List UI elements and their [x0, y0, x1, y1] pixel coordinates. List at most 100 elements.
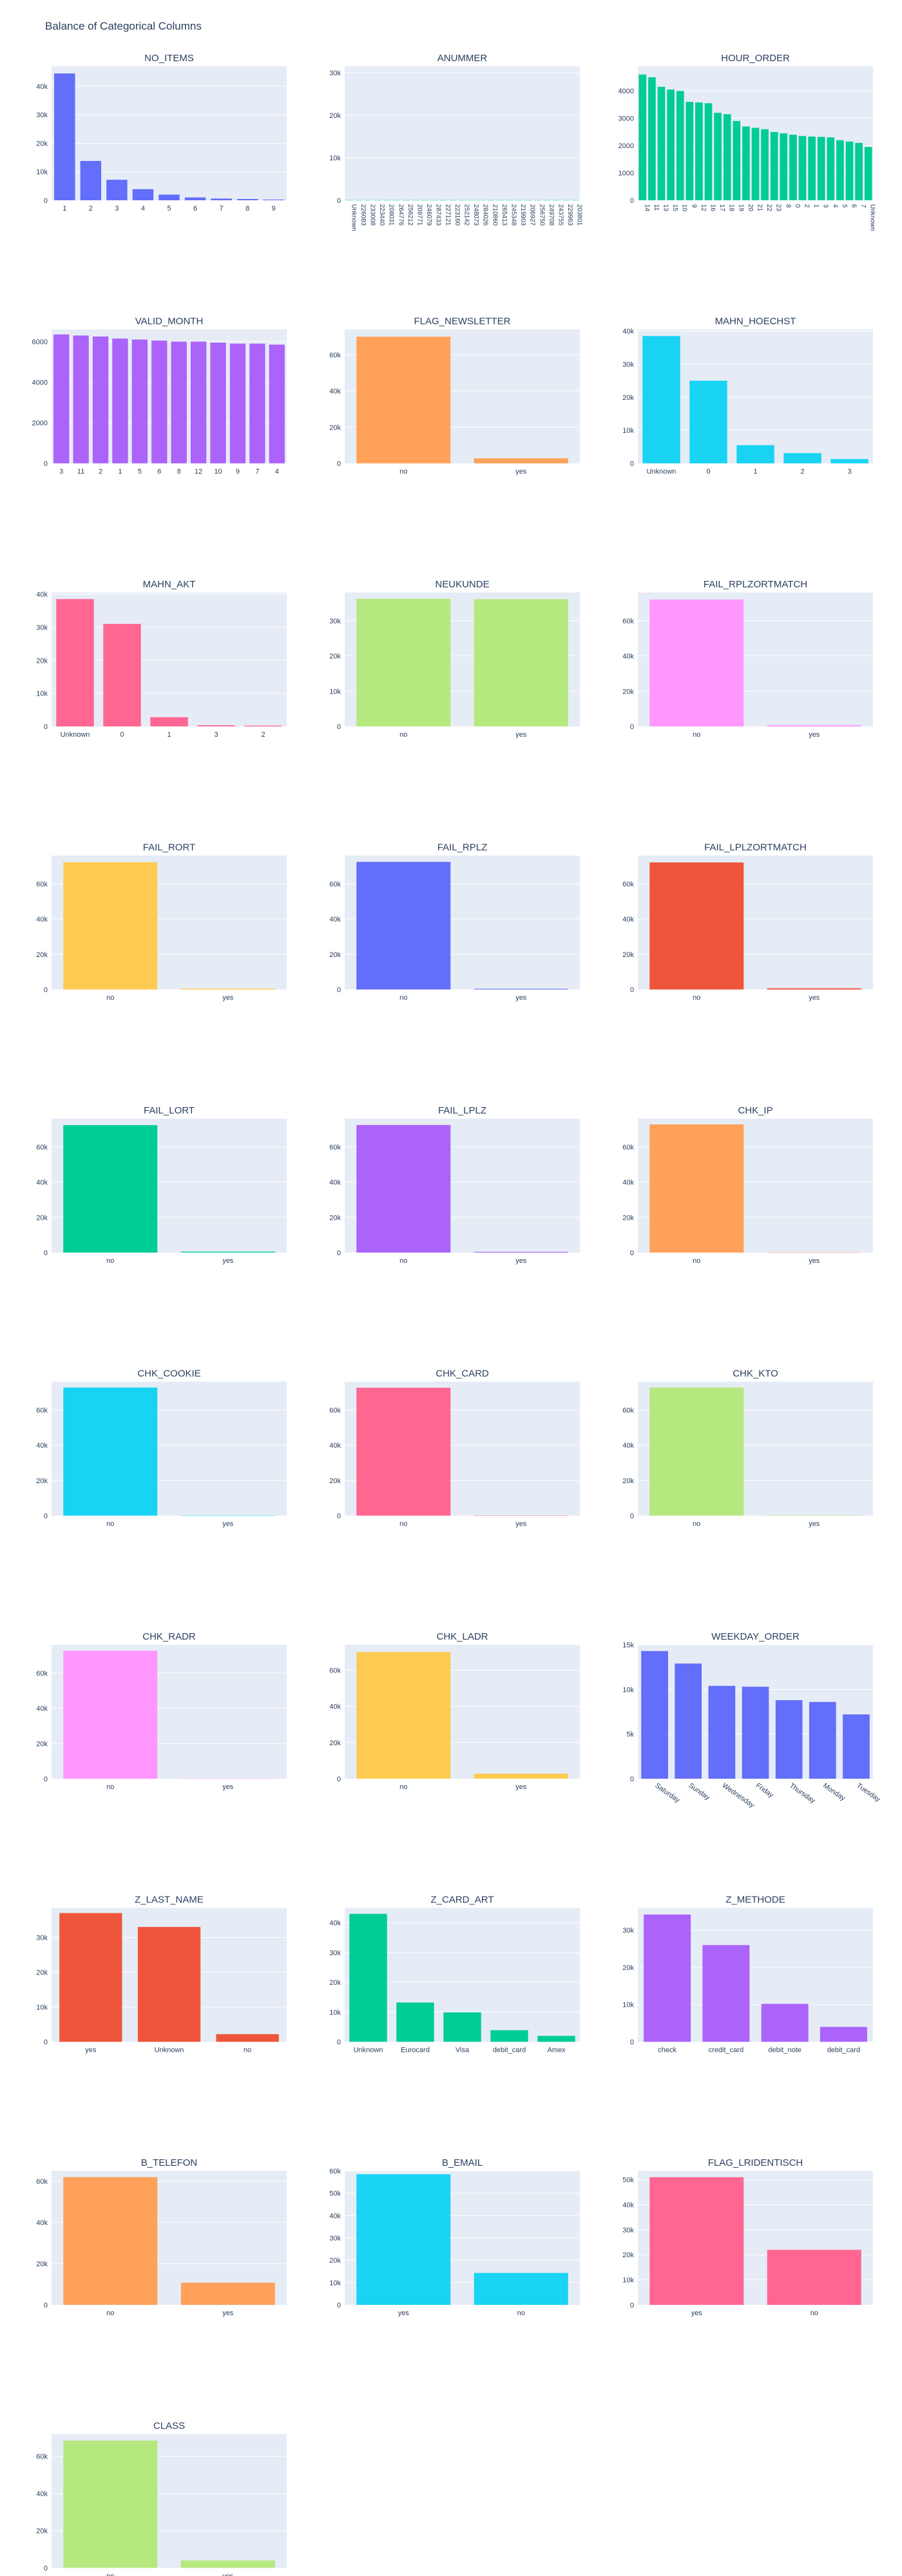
bar[interactable]: [649, 599, 744, 726]
bar[interactable]: [63, 1125, 158, 1253]
bar[interactable]: [767, 988, 861, 990]
bar[interactable]: [775, 1700, 803, 1779]
bar[interactable]: [657, 86, 666, 200]
bar[interactable]: [817, 137, 825, 200]
bar[interactable]: [543, 200, 551, 201]
bar[interactable]: [180, 1515, 275, 1516]
bar[interactable]: [356, 2174, 451, 2305]
bar[interactable]: [477, 200, 485, 201]
bar[interactable]: [63, 862, 158, 990]
bar[interactable]: [468, 200, 475, 201]
bar[interactable]: [770, 131, 778, 200]
bar[interactable]: [180, 2560, 275, 2568]
bar[interactable]: [421, 200, 428, 201]
bar[interactable]: [158, 194, 180, 200]
bar[interactable]: [767, 1515, 861, 1516]
bar[interactable]: [827, 137, 835, 200]
bar[interactable]: [704, 103, 713, 200]
bar[interactable]: [809, 1701, 836, 1779]
bar[interactable]: [80, 160, 102, 200]
bar[interactable]: [780, 133, 788, 200]
bar[interactable]: [474, 1251, 568, 1253]
bar[interactable]: [845, 141, 854, 200]
bar[interactable]: [374, 200, 381, 201]
bar[interactable]: [269, 345, 285, 464]
bar[interactable]: [63, 2440, 158, 2568]
bar[interactable]: [676, 91, 684, 200]
bar[interactable]: [53, 334, 70, 464]
bar[interactable]: [474, 1774, 568, 1779]
bar[interactable]: [864, 147, 872, 200]
bar[interactable]: [197, 725, 235, 726]
bar[interactable]: [675, 1663, 702, 1779]
bar[interactable]: [236, 199, 258, 200]
bar[interactable]: [736, 445, 774, 464]
bar[interactable]: [210, 342, 226, 464]
bar[interactable]: [789, 135, 797, 200]
bar[interactable]: [808, 137, 816, 200]
bar[interactable]: [132, 189, 154, 200]
bar[interactable]: [411, 200, 419, 201]
bar[interactable]: [345, 200, 354, 201]
bar[interactable]: [137, 1927, 201, 2042]
bar[interactable]: [356, 1652, 451, 1779]
bar[interactable]: [396, 2002, 434, 2042]
bar[interactable]: [180, 2282, 275, 2305]
bar[interactable]: [131, 339, 148, 464]
bar[interactable]: [211, 198, 232, 200]
bar[interactable]: [708, 1685, 736, 1779]
bar[interactable]: [474, 1515, 568, 1516]
bar[interactable]: [505, 200, 513, 201]
bar[interactable]: [474, 599, 568, 726]
bar[interactable]: [356, 1387, 451, 1516]
bar[interactable]: [63, 1651, 158, 1779]
bar[interactable]: [537, 2036, 575, 2042]
bar[interactable]: [533, 200, 542, 201]
bar[interactable]: [356, 598, 451, 726]
bar[interactable]: [649, 2177, 744, 2305]
bar[interactable]: [73, 335, 89, 464]
bar[interactable]: [216, 2034, 279, 2042]
bar[interactable]: [648, 77, 656, 201]
bar[interactable]: [180, 1251, 275, 1253]
bar[interactable]: [355, 200, 363, 201]
bar[interactable]: [402, 200, 410, 201]
bar[interactable]: [667, 90, 675, 200]
bar[interactable]: [486, 200, 495, 201]
bar[interactable]: [761, 2003, 809, 2042]
bar[interactable]: [642, 336, 680, 464]
bar[interactable]: [702, 1945, 750, 2042]
bar[interactable]: [515, 200, 523, 201]
bar[interactable]: [689, 381, 727, 464]
bar[interactable]: [383, 200, 391, 201]
bar[interactable]: [63, 2177, 158, 2305]
bar[interactable]: [443, 2012, 481, 2042]
bar[interactable]: [649, 862, 744, 990]
bar[interactable]: [349, 1913, 387, 2042]
bar[interactable]: [751, 128, 760, 200]
bar[interactable]: [562, 200, 570, 201]
bar[interactable]: [458, 200, 466, 201]
bar[interactable]: [836, 140, 844, 200]
bar[interactable]: [644, 1914, 691, 2042]
bar[interactable]: [686, 102, 694, 200]
bar[interactable]: [830, 459, 868, 464]
bar[interactable]: [356, 336, 451, 464]
bar[interactable]: [761, 129, 769, 200]
bar[interactable]: [103, 623, 141, 726]
bar[interactable]: [150, 717, 188, 726]
bar[interactable]: [649, 1124, 744, 1253]
bar[interactable]: [714, 113, 722, 200]
bar[interactable]: [56, 599, 94, 726]
bar[interactable]: [439, 200, 448, 201]
bar[interactable]: [783, 453, 821, 464]
bar[interactable]: [229, 343, 246, 464]
bar[interactable]: [190, 341, 207, 464]
bar[interactable]: [184, 197, 206, 200]
bar[interactable]: [496, 200, 504, 201]
bar[interactable]: [249, 343, 265, 464]
bar[interactable]: [742, 1687, 769, 1779]
bar[interactable]: [695, 102, 703, 200]
bar[interactable]: [112, 338, 128, 464]
bar[interactable]: [742, 126, 750, 200]
